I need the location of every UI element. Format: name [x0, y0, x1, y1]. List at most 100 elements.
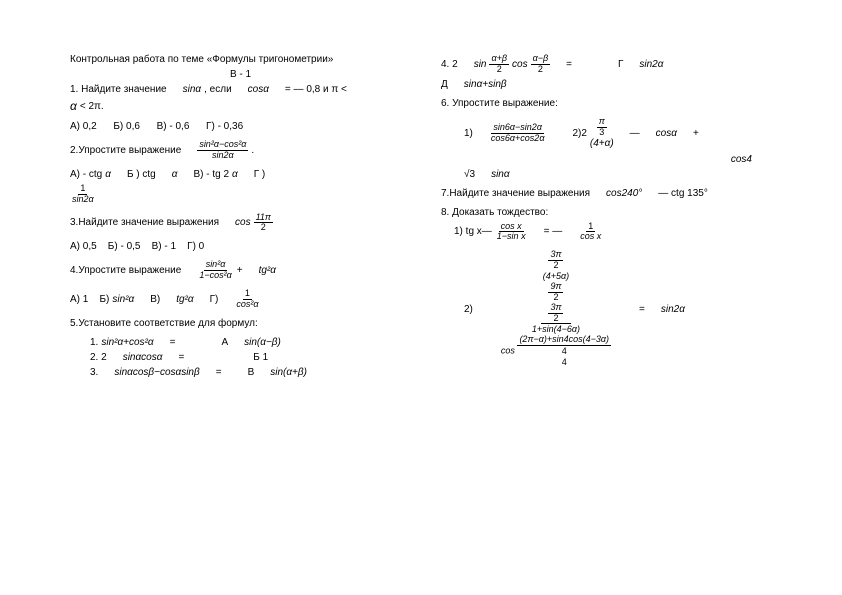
- q4-optA: А) 1 Б): [70, 294, 109, 305]
- q4-f1d: 1−cos²α: [197, 271, 233, 281]
- rq7-ctg: — ctg 135°: [658, 188, 708, 199]
- q5-eq1: =: [170, 337, 176, 348]
- r-q4-d: Д sinα+sinβ: [441, 79, 782, 90]
- rq4-sin: sin: [474, 59, 487, 70]
- r-q8-l1: 1) tg x— cos x 1−sin x = — 1 cos x: [441, 222, 782, 243]
- q2-prefix: 2.Упростите выражение: [70, 145, 181, 156]
- rq7-cos: cos240°: [606, 188, 642, 199]
- q2-frac2: 1 sin2α: [70, 184, 411, 205]
- q5-r2B: Б 1: [253, 352, 268, 363]
- q2-a1: α: [105, 169, 111, 180]
- q5-r1Ae: sin(α−β): [244, 337, 281, 348]
- rq8-cos: cos: [501, 346, 515, 356]
- q2-optA: А) - ctg: [70, 169, 102, 180]
- rq6-pd: 3: [597, 128, 606, 138]
- q2-a3: α: [232, 169, 238, 180]
- rq8-eq: = —: [544, 226, 563, 237]
- rq8-l2: 2): [464, 304, 473, 315]
- q4-optCe: tg²α: [176, 294, 193, 305]
- q5-r1e: sin²α+cos²α: [101, 337, 153, 348]
- q2-optC: В) - tg 2: [193, 169, 229, 180]
- q3-prefix: 3.Найдите значение выражения: [70, 217, 219, 228]
- q5-r2l: 2. 2: [90, 352, 107, 363]
- q5-r1A: А: [221, 337, 228, 348]
- q1-alpha: α: [70, 99, 77, 113]
- q2-f2d: sin2α: [70, 195, 96, 205]
- rq6-cosa: cosα: [656, 128, 677, 139]
- q4-optDd: cos²α: [234, 300, 260, 310]
- q5-r3B: В: [248, 367, 255, 378]
- q5-eq2: =: [178, 352, 184, 363]
- q4-plus: +: [237, 265, 243, 276]
- q3-opts: А) 0,5 Б) - 0,5 В) - 1 Г) 0: [70, 241, 411, 252]
- rq4-g: Г: [618, 59, 623, 70]
- rq6-f1d: cos6α+cos2α: [489, 134, 547, 144]
- q1-range: < 2π.: [80, 101, 104, 112]
- q5-prefix: 5.Установите соответствие для формул:: [70, 318, 411, 329]
- r-q6-prefix: 6. Упростите выражение:: [441, 98, 782, 109]
- q4-optC: В): [150, 294, 160, 305]
- r-q6-l1: 1) sin6α−sin2α cos6α+cos2α 2)2 π3 (4+α) …: [441, 117, 782, 150]
- rq4-p: 4. 2: [441, 59, 458, 70]
- q5-r1l: 1.: [90, 337, 98, 348]
- q1-prefix: 1. Найдите значение: [70, 84, 167, 95]
- q1-mid: , если: [204, 84, 232, 95]
- rq8-l1: 1) tg x—: [454, 226, 492, 237]
- rq6-cos4: cos4: [731, 154, 752, 165]
- rq8-f1d: 1−sin x: [495, 232, 528, 242]
- rq6-min: —: [630, 128, 640, 139]
- r-q6-cos4: cos4: [441, 154, 782, 165]
- q4-prefix: 4.Упростите выражение: [70, 265, 181, 276]
- q2-optB: Б ) ctg: [127, 169, 156, 180]
- rq6-sqrt: √3: [464, 169, 475, 180]
- rq8-f2d: cos x: [578, 232, 603, 242]
- q5-r3e: sinαcosβ−cosαsinβ: [114, 367, 199, 378]
- rq4-f1d: 2: [495, 65, 504, 75]
- rq6-l2: 2)2: [572, 128, 586, 139]
- q2-a2: α: [172, 169, 178, 180]
- q3-cos: cos: [235, 217, 251, 228]
- q2-line: 2.Упростите выражение sin²α−cos²α sin2α …: [70, 140, 411, 161]
- rq8-botn: (2π−α)+sin4cos(4−3α): [517, 335, 611, 346]
- q4-optD: Г): [210, 294, 219, 305]
- q3-line: 3.Найдите значение выражения cos 11π 2: [70, 213, 411, 234]
- q2-opts: А) - ctg α Б ) ctg α В) - tg 2 α Г ): [70, 169, 411, 180]
- q1-line2: α < 2π.: [70, 99, 411, 113]
- q3-den: 2: [259, 223, 268, 233]
- q4-opts: А) 1 Б) sin²α В) tg²α Г) 1 cos²α: [70, 289, 411, 310]
- r-q8-l2: 2) 3π2 (4+5α) 9π2 3π2 1+sin(4−6α) cos: [441, 250, 782, 367]
- rq8-s1d: 2: [551, 261, 560, 271]
- rq8-bd1: 4: [562, 346, 567, 357]
- q5-r3Be: sin(α+β): [270, 367, 307, 378]
- q1-cond: cosα: [248, 84, 269, 95]
- q5-r1: 1. sin²α+cos²α = А sin(α−β): [70, 337, 411, 348]
- q1-expr: sinα: [183, 84, 202, 95]
- q1-opts: А) 0,2 Б) 0,6 В) - 0,6 Г) - 0,36: [70, 121, 411, 132]
- rq8-sin2a: sin2α: [661, 304, 685, 315]
- r-q8-prefix: 8. Доказать тождество:: [441, 207, 782, 218]
- rq6-pa: (4+α): [590, 138, 614, 150]
- rq4-s2a: sin2α: [639, 59, 663, 70]
- q5-r2e: sinαcosα: [123, 352, 163, 363]
- rq4-cos: cos: [512, 59, 528, 70]
- q2-optD: Г ): [254, 169, 266, 180]
- q2-frac: sin²α−cos²α sin2α: [197, 140, 248, 161]
- q5-eq3: =: [216, 367, 222, 378]
- variant: В - 1: [70, 69, 411, 80]
- rq4-d: Д: [441, 79, 448, 90]
- r-q7: 7.Найдите значение выражения cos240° — c…: [441, 188, 782, 199]
- rq6-sina: sinα: [491, 169, 510, 180]
- rq7-p: 7.Найдите значение выражения: [441, 188, 590, 199]
- rq8-s3n: 3π: [548, 303, 563, 314]
- q1-line1: 1. Найдите значение sinα , если cosα = —…: [70, 84, 411, 95]
- q1-eq: = — 0,8 и π <: [285, 84, 347, 95]
- q5-r3: 3. sinαcosβ−cosαsinβ = В sin(α+β): [70, 367, 411, 378]
- q5-r3l: 3.: [90, 367, 98, 378]
- q4-line: 4.Упростите выражение sin²α 1−cos²α + tg…: [70, 260, 411, 281]
- rq4-f2d: 2: [536, 65, 545, 75]
- q5-r2: 2. 2 sinαcosα = Б 1: [70, 352, 411, 363]
- rq4-sum: sinα+sinβ: [464, 79, 507, 90]
- title: Контрольная работа по теме «Формулы триг…: [70, 54, 411, 65]
- rq6-plus: +: [693, 128, 699, 139]
- r-q4: 4. 2 sin α+β2 cos α−β2 = Г sin2α: [441, 54, 782, 75]
